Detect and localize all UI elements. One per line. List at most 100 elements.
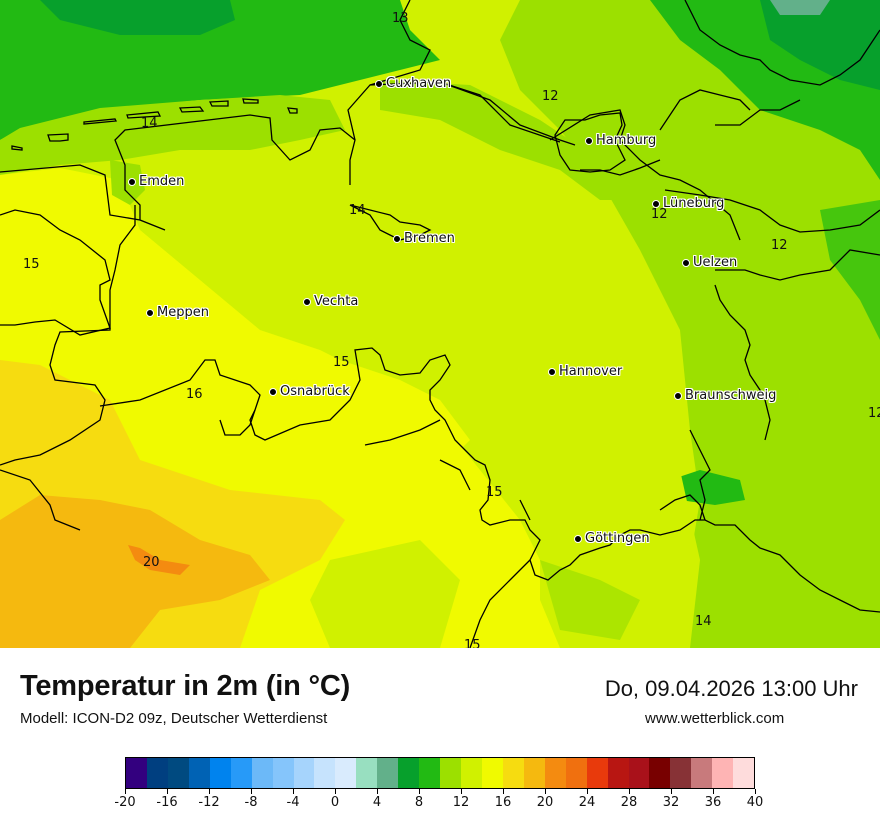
- colorbar-segment: [565, 758, 587, 788]
- website-link[interactable]: www.wetterblick.com: [645, 710, 785, 727]
- isotherm-label: 14: [141, 116, 158, 131]
- colorbar-segment: [440, 758, 461, 788]
- city-marker-icon: [269, 387, 277, 396]
- colorbar-tick-label: 20: [536, 795, 554, 810]
- isotherm-label: 12: [771, 238, 788, 253]
- colorbar-segment: [167, 758, 189, 788]
- colorbar-segment: [419, 758, 441, 788]
- isotherm-label: 20: [143, 555, 160, 570]
- colorbar-segment: [586, 758, 608, 788]
- colorbar-segment: [398, 758, 420, 788]
- valid-datetime: Do, 09.04.2026 13:00 Uhr: [604, 676, 858, 701]
- colorbar-segment: [607, 758, 629, 788]
- colorbar-segment: [712, 758, 734, 788]
- city-marker-icon: [574, 534, 582, 543]
- city-label: Uelzen: [682, 255, 737, 270]
- colorbar-tick-label: 28: [620, 795, 638, 810]
- city-marker-icon: [585, 136, 593, 145]
- colorbar-segment: [733, 758, 755, 788]
- city-label: Hamburg: [585, 133, 656, 148]
- city-label: Meppen: [146, 305, 209, 320]
- temperature-field: [0, 0, 880, 648]
- colorbar-segment: [230, 758, 252, 788]
- temperature-map: Cuxhaven Hamburg Emden Lüneburg Bremen U…: [0, 0, 880, 648]
- colorbar-tick: [251, 789, 252, 794]
- colorbar-segment: [314, 758, 336, 788]
- colorbar-tick-label: 24: [578, 795, 596, 810]
- colorbar-tick: [419, 789, 420, 794]
- colorbar-tick: [755, 789, 756, 794]
- colorbar-segment: [251, 758, 273, 788]
- colorbar-tick-label: 32: [662, 795, 680, 810]
- city-marker-icon: [303, 297, 311, 306]
- colorbar-tick: [167, 789, 168, 794]
- colorbar-segment: [126, 758, 147, 788]
- city-label: Göttingen: [574, 531, 650, 546]
- city-marker-icon: [375, 79, 383, 88]
- colorbar-segment: [691, 758, 713, 788]
- colorbar-tick-label: -20: [114, 795, 136, 810]
- colorbar-segment: [293, 758, 315, 788]
- city-label: Hannover: [548, 364, 622, 379]
- colorbar-tick: [545, 789, 546, 794]
- city-label: Bremen: [393, 231, 455, 246]
- isotherm-label: 15: [23, 257, 40, 272]
- isotherm-label: 14: [695, 614, 712, 629]
- city-label: Braunschweig: [674, 388, 776, 403]
- colorbar-tick-label: 16: [494, 795, 512, 810]
- colorbar-tick-label: 40: [746, 795, 764, 810]
- city-marker-icon: [682, 258, 690, 267]
- colorbar-segment: [523, 758, 545, 788]
- isotherm-label: 16: [186, 387, 203, 402]
- city-label: Lüneburg: [652, 196, 724, 211]
- colorbar-tick: [209, 789, 210, 794]
- colorbar-tick: [377, 789, 378, 794]
- colorbar-tick: [461, 789, 462, 794]
- colorbar-segment: [377, 758, 399, 788]
- isotherm-label: 15: [333, 355, 350, 370]
- colorbar-segment: [272, 758, 294, 788]
- colorbar-segment: [209, 758, 231, 788]
- colorbar-tick: [587, 789, 588, 794]
- city-marker-icon: [128, 177, 136, 186]
- colorbar-segment: [649, 758, 671, 788]
- colorbar-tick-label: -8: [244, 795, 258, 810]
- city-marker-icon: [393, 234, 401, 243]
- colorbar-tick-label: 4: [372, 795, 382, 810]
- model-source: Modell: ICON-D2 09z, Deutscher Wetterdie…: [20, 710, 328, 727]
- temperature-colorbar: [125, 757, 755, 789]
- isotherm-label: 13: [392, 11, 409, 26]
- isotherm-label: 15: [464, 638, 481, 648]
- colorbar-tick: [125, 789, 126, 794]
- colorbar-tick: [335, 789, 336, 794]
- isotherm-label: 12: [651, 207, 668, 222]
- city-marker-icon: [146, 308, 154, 317]
- colorbar-tick-label: -12: [198, 795, 220, 810]
- city-label: Cuxhaven: [375, 76, 451, 91]
- isotherm-label: 15: [486, 485, 503, 500]
- colorbar-segment: [356, 758, 378, 788]
- colorbar-tick-label: -16: [156, 795, 178, 810]
- city-label: Osnabrück: [269, 384, 350, 399]
- colorbar-tick: [671, 789, 672, 794]
- city-marker-icon: [674, 391, 682, 400]
- colorbar-tick-label: 0: [330, 795, 340, 810]
- colorbar-segment: [146, 758, 168, 788]
- colorbar-tick: [503, 789, 504, 794]
- colorbar-segment: [335, 758, 357, 788]
- isotherm-label: 12: [868, 406, 880, 421]
- colorbar-segment: [461, 758, 482, 788]
- city-marker-icon: [652, 199, 660, 208]
- map-title: Temperatur in 2m (in °C): [20, 670, 351, 702]
- colorbar-tick-label: -4: [286, 795, 300, 810]
- colorbar-segment: [628, 758, 650, 788]
- colorbar-tick-label: 12: [452, 795, 470, 810]
- colorbar-tick-label: 36: [704, 795, 722, 810]
- colorbar-ticks: -20 -16 -12 -8 -4 0 4 8 12 16 20 24 28 32 36 40: [114, 789, 763, 819]
- colorbar-segment: [544, 758, 566, 788]
- colorbar-tick-label: 8: [414, 795, 424, 810]
- colorbar-tick: [629, 789, 630, 794]
- colorbar-segment: [188, 758, 210, 788]
- colorbar-tick: [713, 789, 714, 794]
- colorbar-tick: [293, 789, 294, 794]
